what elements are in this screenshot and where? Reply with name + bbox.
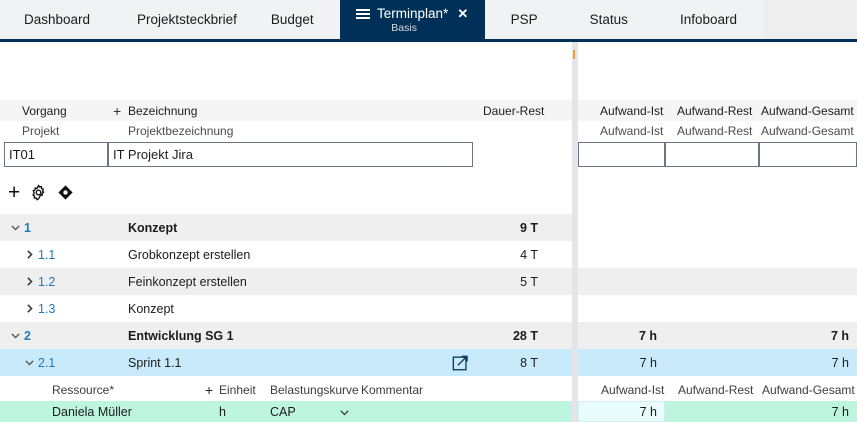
table-row[interactable]: 1.3 Konzept xyxy=(0,295,857,322)
chevron-right-icon[interactable] xyxy=(22,302,36,316)
resource-aufwand-ist-input[interactable]: 7 h xyxy=(578,401,665,422)
row-dauer-rest: 8 T xyxy=(520,355,538,370)
chevron-down-icon[interactable] xyxy=(22,356,36,370)
grid-toolbar: + xyxy=(0,178,857,212)
table-row[interactable]: 2 Entwicklung SG 1 28 T 7 h 7 h xyxy=(0,322,857,349)
chevron-down-icon[interactable] xyxy=(8,221,22,235)
resource-col-kommentar[interactable]: Kommentar xyxy=(361,383,424,397)
panel-divider[interactable] xyxy=(572,42,578,422)
row-aufwand-ist: 7 h xyxy=(639,355,657,370)
row-aufwand-gesamt: 7 h xyxy=(830,328,849,343)
table-row[interactable]: 1.1 Grobkonzept erstellen 4 T xyxy=(0,241,857,268)
resource-col-aufwand-rest[interactable]: Aufwand-Rest xyxy=(678,383,754,397)
row-name: Entwicklung SG 1 xyxy=(128,328,234,343)
row-wbs: 1.3 xyxy=(38,301,56,316)
resource-col-ressource[interactable]: Ressource* xyxy=(52,383,115,397)
project-input-row: IT01 IT Projekt Jira xyxy=(0,141,857,168)
tab-projektsteckbrief-label: Projektsteckbrief xyxy=(137,12,237,27)
resource-aufwand-gesamt: 7 h xyxy=(831,404,849,419)
belastungskurve-chevron-down-icon[interactable] xyxy=(338,406,350,418)
project-aufwand-gesamt-input[interactable] xyxy=(759,142,857,167)
grid-header-row: Vorgang + Bezeichnung Dauer-Rest Aufwand… xyxy=(0,100,857,121)
table-row[interactable]: 2.1 Sprint 1.1 8 T 7 h 7 h xyxy=(0,349,857,376)
tab-infoboard-label: Infoboard xyxy=(679,12,737,27)
tab-psp[interactable]: PSP xyxy=(485,0,564,39)
schedule-grid: Vorgang + Bezeichnung Dauer-Rest Aufwand… xyxy=(0,42,857,422)
resource-col-aufwand-gesamt[interactable]: Aufwand-Gesamt xyxy=(762,383,855,397)
resource-col-aufwand-ist[interactable]: Aufwand-Ist xyxy=(601,383,665,397)
subheader-projektbezeichnung: Projektbezeichnung xyxy=(128,124,234,138)
tab-terminplan-active[interactable]: Terminplan* ✕ Basis xyxy=(339,0,485,39)
resource-name[interactable]: Daniela Müller xyxy=(52,404,132,419)
row-dauer-rest: 9 T xyxy=(519,220,538,235)
row-name: Feinkonzept erstellen xyxy=(128,274,247,289)
gear-icon[interactable] xyxy=(30,184,47,201)
chevron-right-icon[interactable] xyxy=(22,275,36,289)
subheader-aufwand-rest: Aufwand-Rest xyxy=(677,124,753,138)
add-column-icon[interactable]: + xyxy=(113,102,122,119)
chevron-down-icon[interactable] xyxy=(8,329,22,343)
col-header-aufwand-rest[interactable]: Aufwand-Rest xyxy=(677,103,753,118)
tab-psp-label: PSP xyxy=(510,12,538,27)
tab-dashboard[interactable]: Dashboard xyxy=(0,0,120,39)
project-aufwand-rest-input[interactable] xyxy=(665,142,759,167)
table-row[interactable]: 1.2 Feinkonzept erstellen 5 T xyxy=(0,268,857,295)
tab-projektsteckbrief[interactable]: Projektsteckbrief xyxy=(120,0,254,39)
resource-row[interactable]: Daniela Müller h CAP 7 h 7 h xyxy=(0,401,857,422)
tab-budget-label: Budget xyxy=(270,12,314,27)
project-aufwand-ist-input[interactable] xyxy=(578,142,665,167)
row-dauer-rest: 4 T xyxy=(520,247,538,262)
row-wbs: 1.2 xyxy=(38,274,56,289)
tab-terminplan-subtitle: Basis xyxy=(391,22,417,34)
subheader-projekt: Projekt xyxy=(22,124,60,138)
tab-infoboard[interactable]: Infoboard xyxy=(654,0,763,39)
row-wbs: 2 xyxy=(24,328,31,343)
row-name: Grobkonzept erstellen xyxy=(128,247,251,262)
row-wbs: 2.1 xyxy=(38,355,56,370)
add-resource-icon[interactable]: + xyxy=(205,382,214,398)
row-dauer-rest: 28 T xyxy=(512,328,538,343)
close-icon[interactable]: ✕ xyxy=(457,6,469,21)
project-vorgang-input[interactable]: IT01 xyxy=(4,142,108,167)
project-bezeichnung-input[interactable]: IT Projekt Jira xyxy=(108,142,473,167)
col-header-vorgang[interactable]: Vorgang xyxy=(22,103,67,118)
subheader-aufwand-gesamt: Aufwand-Gesamt xyxy=(761,124,854,138)
external-link-icon[interactable] xyxy=(452,354,470,372)
row-aufwand-gesamt: 7 h xyxy=(831,355,849,370)
tab-budget[interactable]: Budget xyxy=(254,0,340,39)
tab-status[interactable]: Status xyxy=(564,0,654,39)
row-dauer-rest: 5 T xyxy=(520,274,538,289)
col-header-aufwand-ist[interactable]: Aufwand-Ist xyxy=(600,103,664,118)
table-row[interactable]: 1 Konzept 9 T xyxy=(0,214,857,241)
col-header-dauer-rest[interactable]: Dauer-Rest xyxy=(483,103,545,118)
resource-header-row: Ressource* + Einheit Belastungskurve Kom… xyxy=(0,379,857,401)
tab-dashboard-label: Dashboard xyxy=(24,12,91,27)
resource-belastungskurve[interactable]: CAP xyxy=(270,404,296,419)
grid-subheader-row: Projekt Projektbezeichnung Aufwand-Ist A… xyxy=(0,121,857,141)
divider-tick-marker xyxy=(573,50,575,59)
row-name: Konzept xyxy=(128,301,174,316)
tab-strip-filler xyxy=(762,0,857,39)
row-name: Konzept xyxy=(128,220,178,235)
chevron-right-icon[interactable] xyxy=(22,248,36,262)
tab-status-label: Status xyxy=(589,12,628,27)
resource-col-einheit[interactable]: Einheit xyxy=(219,383,256,397)
tab-terminplan-label: Terminplan* xyxy=(377,6,449,21)
row-background xyxy=(0,214,572,241)
add-task-icon[interactable]: + xyxy=(8,181,21,204)
subheader-aufwand-ist: Aufwand-Ist xyxy=(600,124,664,138)
hamburger-icon[interactable] xyxy=(356,8,371,19)
row-name: Sprint 1.1 xyxy=(128,355,182,370)
row-wbs: 1 xyxy=(24,220,31,235)
tab-strip: Dashboard Projektsteckbrief Budget Termi… xyxy=(0,0,857,42)
diamond-icon[interactable] xyxy=(57,184,74,201)
resource-einheit[interactable]: h xyxy=(219,404,226,419)
col-header-bezeichnung[interactable]: Bezeichnung xyxy=(128,103,198,118)
resource-col-belastungskurve[interactable]: Belastungskurve xyxy=(270,383,359,397)
row-aufwand-ist: 7 h xyxy=(638,328,657,343)
col-header-aufwand-gesamt[interactable]: Aufwand-Gesamt xyxy=(761,103,854,118)
row-wbs: 1.1 xyxy=(38,247,56,262)
